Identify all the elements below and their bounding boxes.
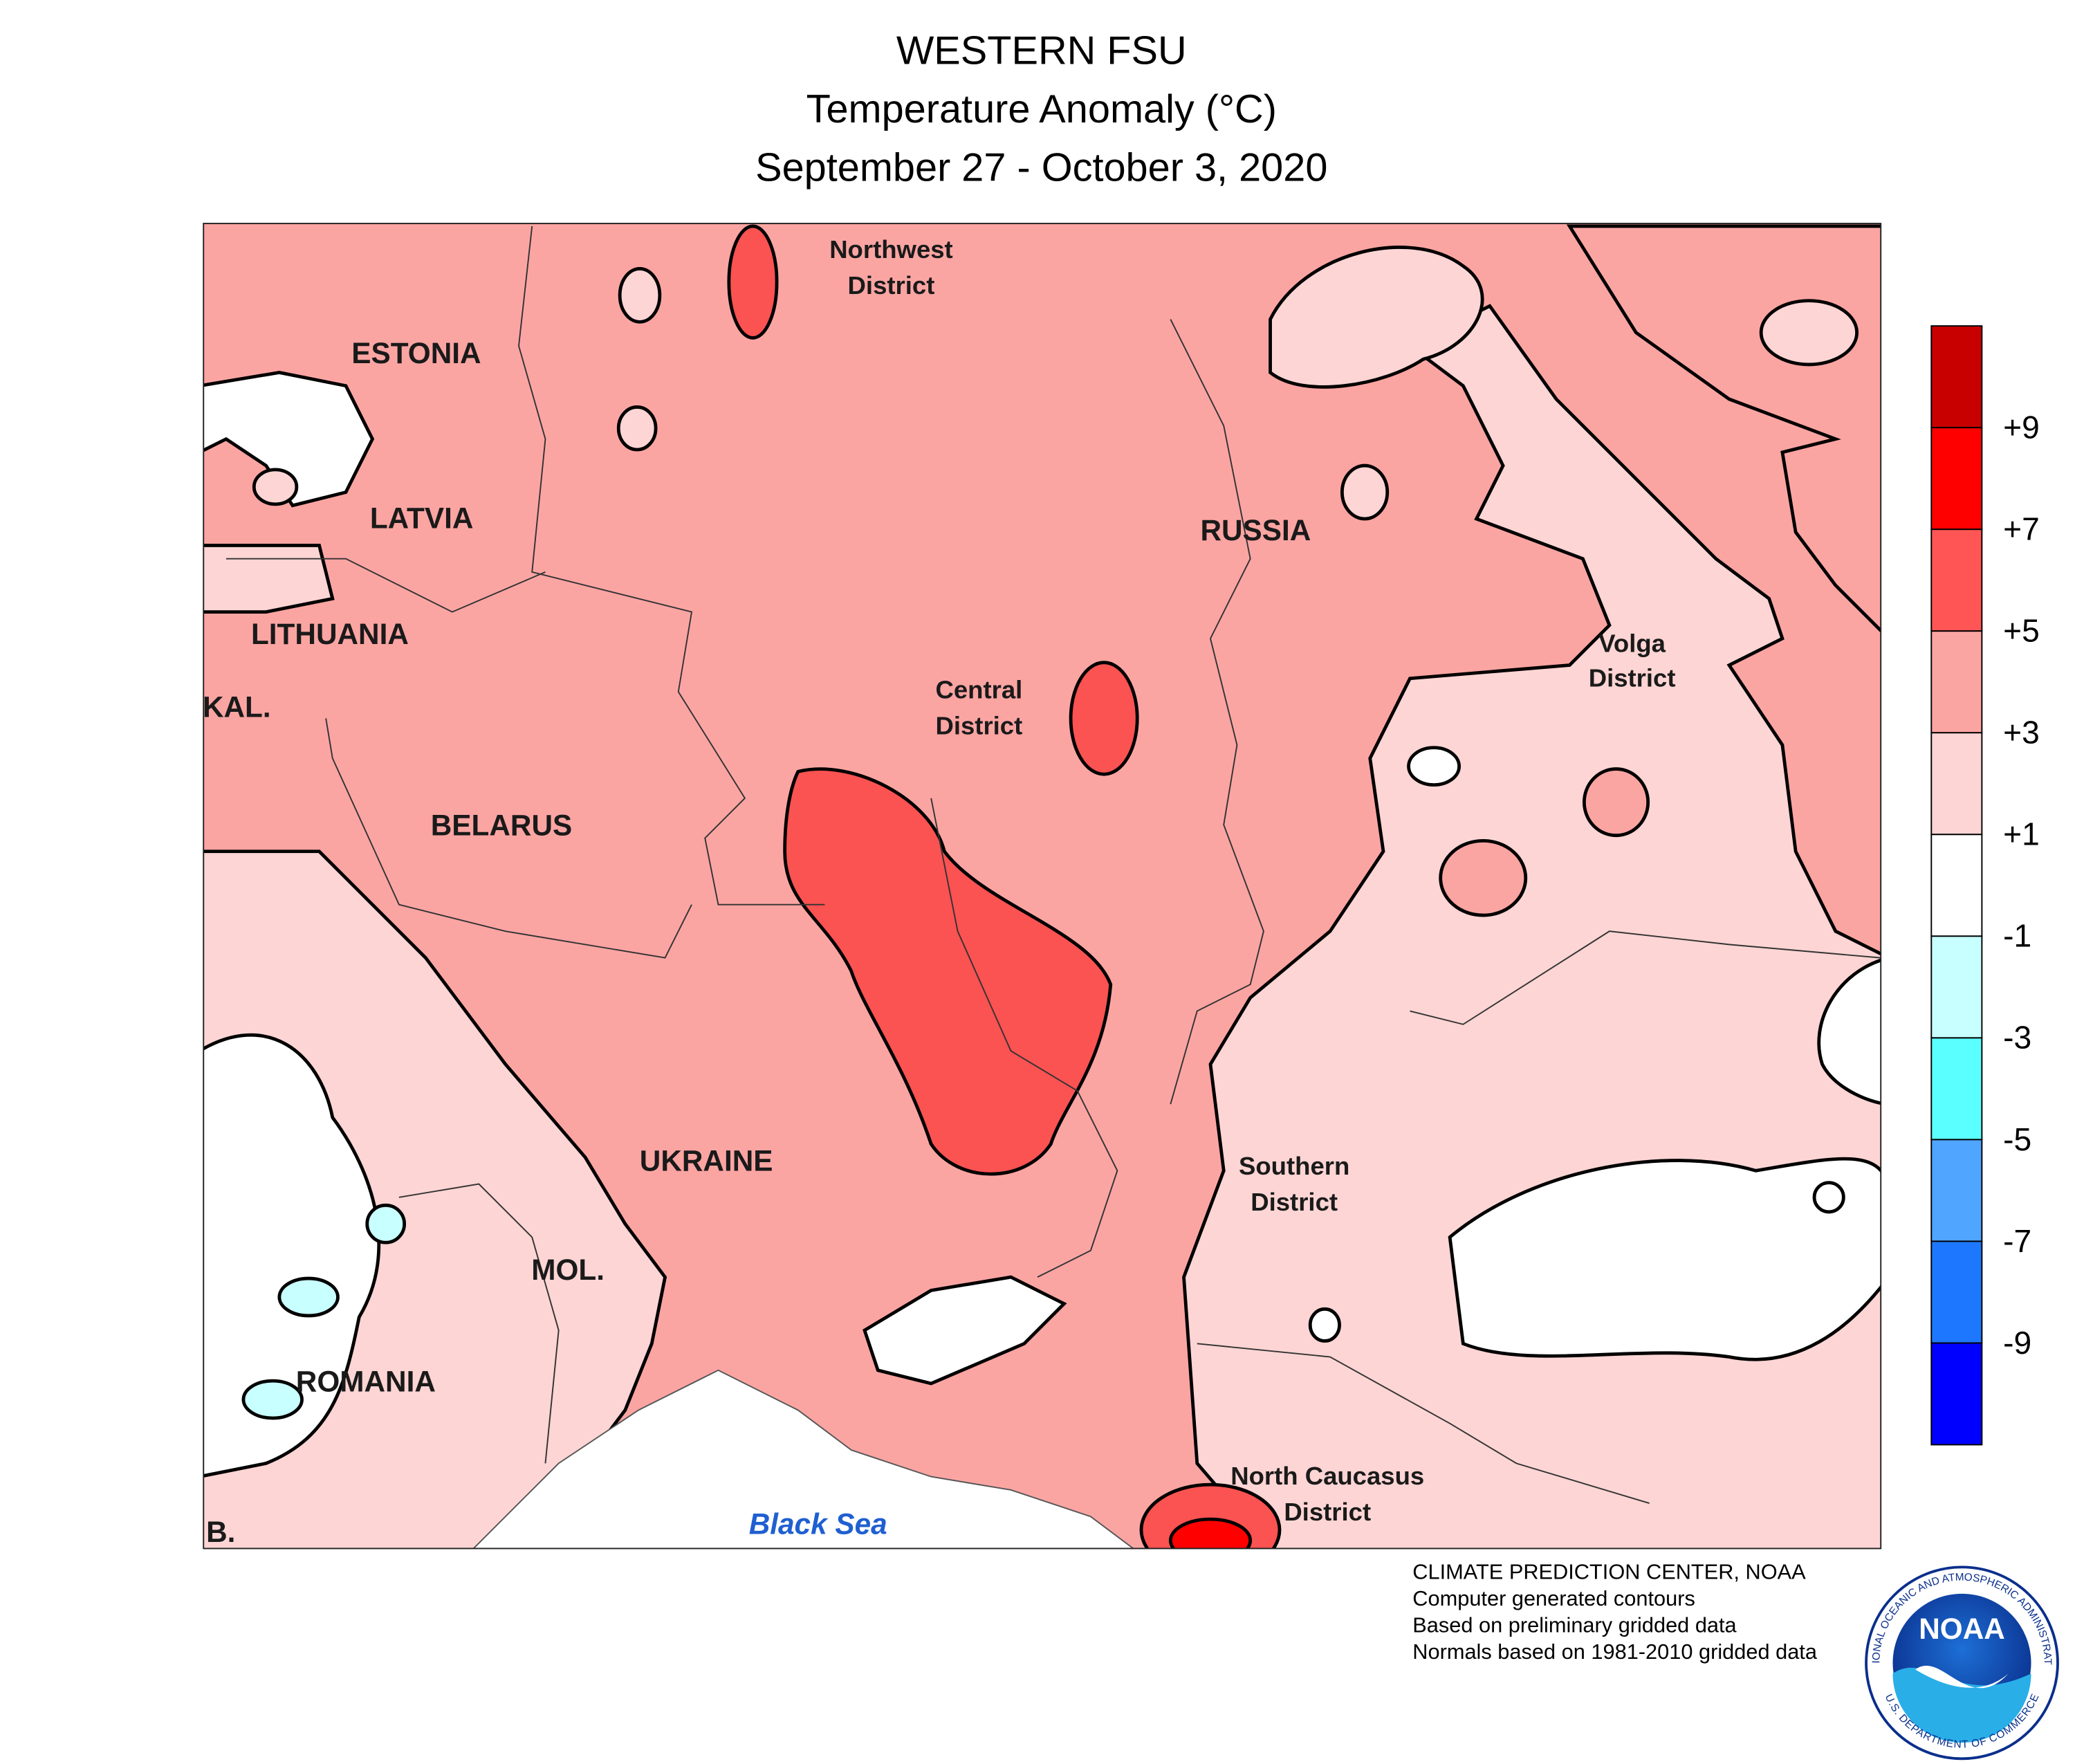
anomaly-1-3-blob1 [1759, 299, 1859, 367]
black-sea [472, 1369, 1135, 1549]
colorbar-swatch [1930, 935, 1983, 1039]
sea-label: Black Sea [749, 1507, 887, 1540]
district-label: Northwest [829, 235, 953, 264]
border [518, 226, 825, 906]
anomaly-neg-1 [277, 1276, 340, 1318]
credit-line: CLIMATE PREDICTION CENTER, NOAA [1412, 1560, 1806, 1584]
anomaly-5-7-nw [727, 224, 779, 340]
district-label: District [1589, 663, 1676, 692]
colorbar-swatch [1930, 529, 1983, 632]
logo-wave [1892, 1667, 2031, 1743]
colorbar-swatch [1930, 1240, 1983, 1344]
border [1170, 319, 1264, 1105]
map-area [203, 223, 1881, 1549]
borders [225, 226, 1881, 1504]
colorbar-label: -7 [2003, 1223, 2031, 1259]
colorbar-label: +5 [2003, 613, 2040, 649]
country-label: ESTONIA [351, 337, 481, 369]
district-label: Southern [1239, 1152, 1349, 1180]
country-label: ROMANIA [296, 1366, 436, 1398]
anomaly-low-blob3 [1812, 1181, 1845, 1214]
colorbar-label: -5 [2003, 1121, 2031, 1157]
anomaly-low-blob2 [1308, 1307, 1341, 1343]
country-label: LITHUANIA [251, 618, 409, 650]
map-frame [203, 223, 1882, 1550]
anomaly-3-5-blob2 [1439, 838, 1528, 917]
colorbar-label: +9 [2003, 410, 2040, 445]
anomaly-5-7-central [783, 767, 1113, 1176]
colorbar-label: +1 [2003, 816, 2040, 852]
logo-text: NOAA [1919, 1613, 2005, 1645]
anomaly-1-3-blob3 [616, 405, 658, 452]
country-label: BELARUS [431, 809, 572, 842]
title-region: WESTERN FSU [896, 28, 1187, 73]
credit-line: Based on preliminary gridded data [1412, 1613, 1737, 1637]
border [325, 718, 692, 959]
anomaly-7-9-caucasus [1168, 1517, 1253, 1549]
colorbar-label: +7 [2003, 511, 2040, 547]
credit-line: Computer generated contours [1412, 1586, 1695, 1610]
district-label: District [1284, 1498, 1371, 1526]
title-variable: Temperature Anomaly (°C) [806, 87, 1277, 131]
anomaly-low-blob1 [1407, 746, 1461, 787]
colorbar-swatch [1930, 325, 1983, 429]
colorbar-label: -3 [2003, 1020, 2031, 1056]
country-labels: ESTONIA LATVIA LITHUANIA KAL. BELARUS UK… [203, 337, 1311, 1548]
anomaly-1-3-blob5 [252, 468, 299, 506]
colorbar-swatch [1930, 1139, 1983, 1242]
credits: CLIMATE PREDICTION CENTER, NOAA Computer… [1412, 1560, 1818, 1664]
anomaly-1-3-blob4 [618, 267, 662, 324]
crimea-low [863, 1275, 1067, 1386]
country-label: B. [206, 1516, 235, 1548]
anomaly-neg-3 [365, 1203, 407, 1244]
anomaly-low-e [1817, 958, 1881, 1105]
colorbar-swatch [1930, 732, 1983, 836]
baltic-sea [203, 371, 375, 508]
country-label: LATVIA [370, 502, 474, 534]
colorbar-label: +3 [2003, 715, 2040, 751]
title-dates: September 27 - October 3, 2020 [755, 146, 1327, 190]
colorbar-swatch [1930, 630, 1983, 734]
district-label: District [848, 271, 935, 300]
colorbar-label: -1 [2003, 918, 2031, 954]
border [225, 558, 546, 613]
anomaly-1-3-blob2 [1340, 463, 1390, 521]
colorbar-label: -9 [2003, 1325, 2031, 1361]
district-label: District [935, 712, 1022, 740]
district-label: Central [935, 676, 1022, 704]
border [1410, 930, 1881, 1025]
district-label: North Caucasus [1230, 1462, 1424, 1490]
anomaly-1-3-baltic [203, 544, 335, 614]
district-labels: Northwest District Central District Volg… [829, 235, 1675, 1526]
border [930, 798, 1118, 1278]
border [398, 1183, 560, 1464]
colorbar: +9 +7 +5 +3 +1 -1 -3 -5 -7 -9 [1930, 325, 2040, 1446]
country-label: UKRAINE [640, 1144, 773, 1177]
colorbar-swatch [1930, 427, 1983, 531]
district-label: Volga [1598, 629, 1666, 657]
country-label: KAL. [203, 691, 271, 724]
anomaly-5-7-moscow [1069, 661, 1139, 776]
colorbar-swatch [1930, 1342, 1983, 1446]
logo-gull [1915, 1665, 2009, 1689]
anomaly-neg-2 [241, 1379, 304, 1420]
colorbar-swatch [1930, 1037, 1983, 1141]
district-label: District [1251, 1188, 1338, 1216]
anomaly-3-5-blob1 [1582, 767, 1650, 838]
country-label: RUSSIA [1200, 514, 1311, 546]
country-label: MOL. [531, 1253, 605, 1286]
border [1197, 1343, 1650, 1504]
anomaly-low-se [1448, 1157, 1881, 1361]
colorbar-swatch [1930, 834, 1983, 937]
credit-line: Normals based on 1981-2010 gridded data [1412, 1639, 1818, 1664]
anomaly-1-3-north [1269, 246, 1484, 389]
